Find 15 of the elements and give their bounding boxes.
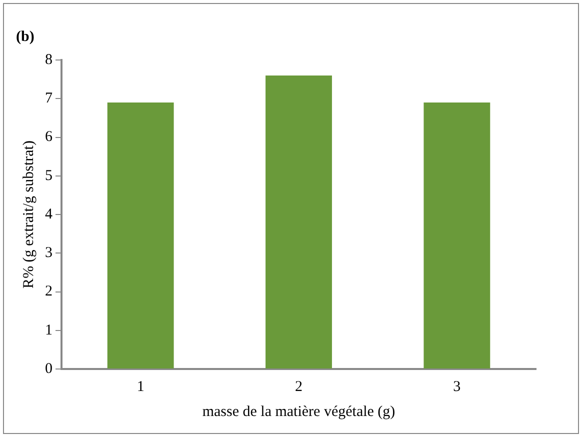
x-tick-label: 1 <box>136 378 144 395</box>
y-tick-label: 4 <box>45 206 53 222</box>
x-tick-label: 2 <box>295 378 302 395</box>
y-tick-label: 3 <box>45 245 52 262</box>
y-tick-label: 6 <box>45 129 53 146</box>
y-tick-label: 1 <box>45 322 52 338</box>
chart-title: (b) <box>16 28 34 45</box>
y-tick-label: 5 <box>45 168 52 184</box>
y-axis-title: R% (g extrait/g substrat) <box>20 140 37 288</box>
y-tick-label: 7 <box>45 90 53 107</box>
x-axis-title: masse de la matière végétale (g) <box>202 404 396 420</box>
y-tick-label: 8 <box>45 52 52 68</box>
x-tick-label: 3 <box>453 378 461 395</box>
y-tick-label: 0 <box>45 360 52 377</box>
y-tick-label: 2 <box>45 284 52 300</box>
